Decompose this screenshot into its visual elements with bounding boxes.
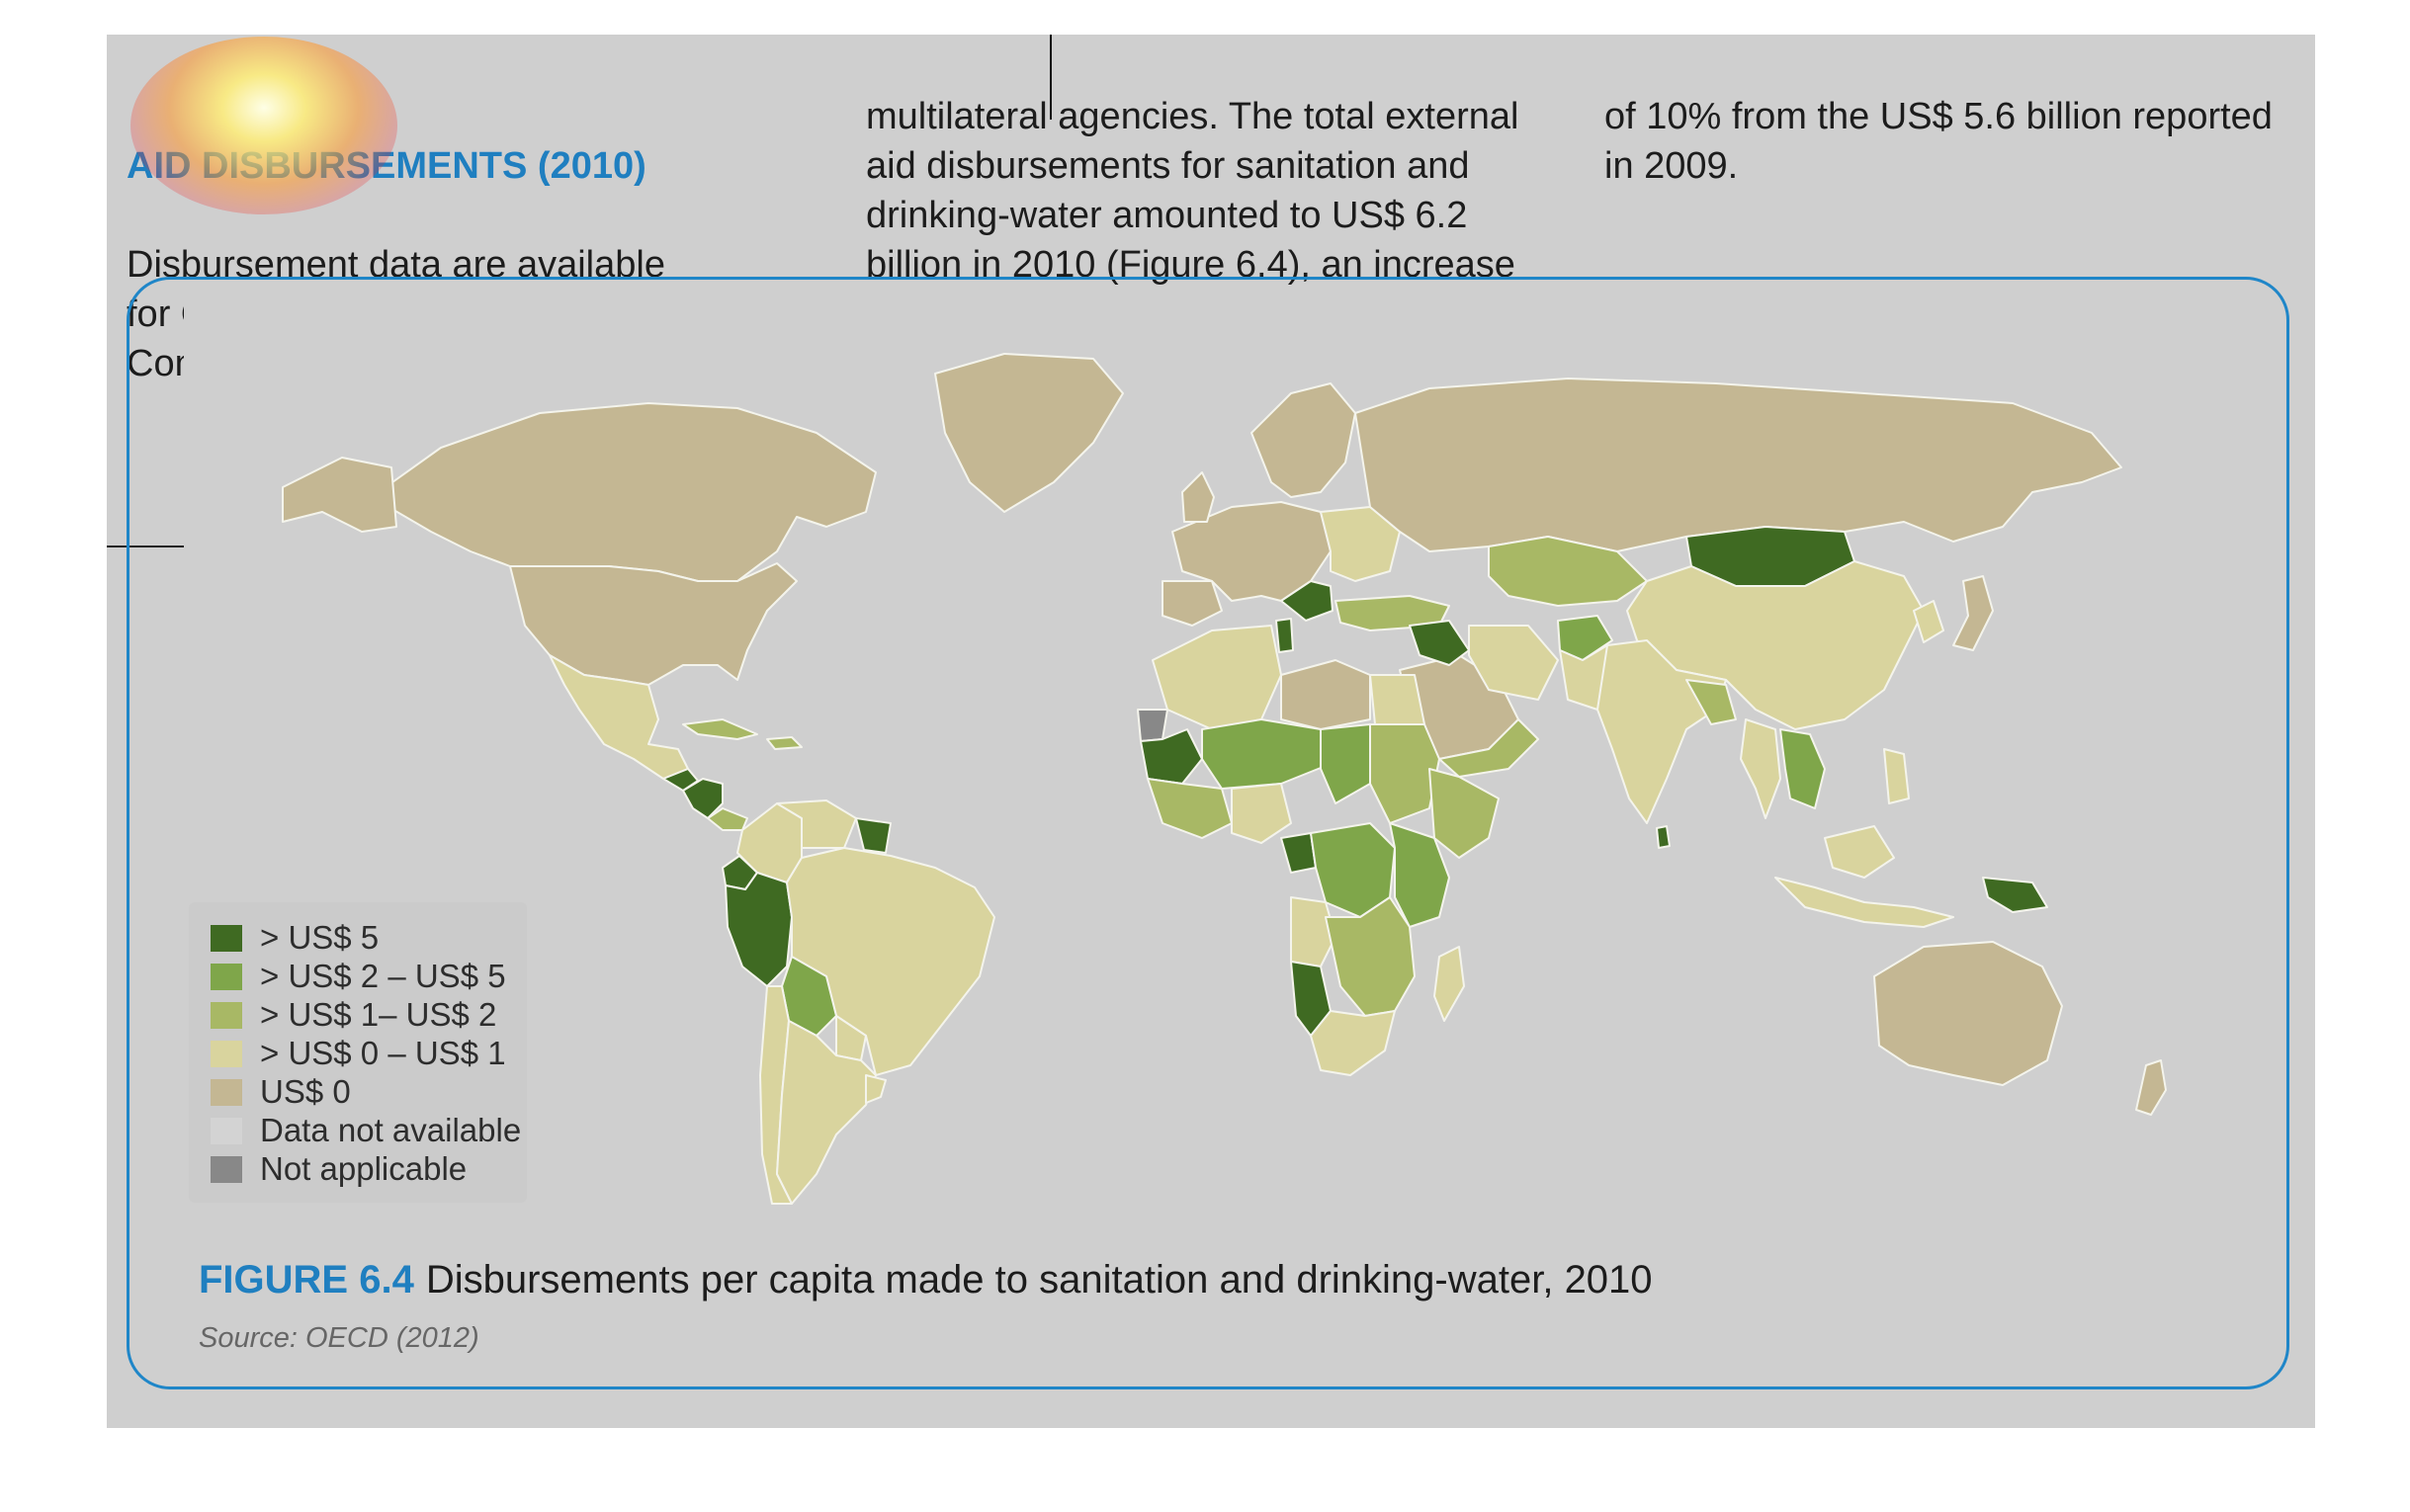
map-legend: > US$ 5 > US$ 2 – US$ 5 > US$ 1– US$ 2 >… bbox=[189, 902, 527, 1203]
country-scandinavia bbox=[1250, 382, 1356, 498]
legend-swatch bbox=[211, 924, 242, 952]
legend-swatch bbox=[211, 963, 242, 990]
country-costa-rica-panama bbox=[707, 807, 748, 831]
country-madagascar bbox=[1433, 946, 1465, 1022]
country-chad bbox=[1320, 723, 1371, 804]
figure-frame: .land { stroke: #f4f4ec; stroke-width: 2… bbox=[127, 277, 2289, 1389]
legend-swatch bbox=[211, 1117, 242, 1144]
country-malaysia-borneo bbox=[1824, 825, 1895, 879]
legend-swatch bbox=[211, 1001, 242, 1029]
legend-label: Data not available bbox=[260, 1112, 522, 1148]
country-japan bbox=[1952, 575, 1994, 651]
country-western-sahara bbox=[1137, 709, 1168, 742]
column-2-body: multilateral agencies. The total externa… bbox=[866, 96, 1519, 286]
country-cuba bbox=[682, 718, 758, 740]
country-indonesia bbox=[1774, 877, 1954, 928]
page-panel: AID DISBURSEMENTS (2010) Disbursement da… bbox=[107, 35, 2315, 1428]
country-balkans bbox=[1280, 580, 1334, 622]
legend-item: Data not available bbox=[211, 1112, 522, 1148]
country-zambia-mozambique bbox=[1325, 896, 1416, 1017]
country-guyana-suriname bbox=[855, 817, 892, 854]
legend-label: > US$ 2 – US$ 5 bbox=[260, 958, 506, 994]
legend-item: Not applicable bbox=[211, 1150, 468, 1187]
country-mali-niger bbox=[1201, 718, 1332, 790]
section-heading: AID DISBURSEMENTS (2010) bbox=[127, 145, 646, 187]
country-kazakhstan bbox=[1488, 536, 1648, 607]
margin-rule-left bbox=[107, 546, 212, 547]
country-peru bbox=[725, 872, 793, 987]
figure-source: Source: OECD (2012) bbox=[199, 1322, 479, 1354]
country-south-africa bbox=[1310, 1010, 1396, 1076]
legend-item: > US$ 5 bbox=[211, 919, 380, 956]
legend-item: US$ 0 bbox=[211, 1073, 351, 1110]
country-myanmar-thailand bbox=[1740, 718, 1781, 819]
country-korea bbox=[1913, 600, 1944, 643]
country-honduras-nicaragua bbox=[682, 778, 724, 819]
country-haiti-dominican bbox=[766, 736, 803, 750]
legend-label: > US$ 1– US$ 2 bbox=[260, 996, 497, 1033]
world-map: .land { stroke: #f4f4ec; stroke-width: 2… bbox=[184, 285, 2240, 1209]
country-uruguay bbox=[865, 1074, 887, 1104]
legend-swatch bbox=[211, 1155, 242, 1183]
legend-label: > US$ 5 bbox=[260, 919, 380, 956]
country-iran bbox=[1468, 625, 1559, 701]
country-algeria-morocco bbox=[1152, 625, 1282, 730]
country-sri-lanka bbox=[1656, 825, 1671, 849]
country-uk-ireland bbox=[1181, 471, 1215, 523]
legend-item: > US$ 2 – US$ 5 bbox=[211, 958, 506, 994]
text-column-3: of 10% from the US$ 5.6 billion reported… bbox=[1604, 42, 2316, 191]
country-australia bbox=[1873, 941, 2063, 1086]
text-column-2: multilateral agencies. The total externa… bbox=[866, 42, 1558, 290]
legend-label: > US$ 0 – US$ 1 bbox=[260, 1035, 506, 1071]
legend-label: Not applicable bbox=[260, 1150, 468, 1187]
legend-item: > US$ 1– US$ 2 bbox=[211, 996, 497, 1033]
figure-title: Disbursements per capita made to sanitat… bbox=[425, 1258, 1653, 1302]
country-tunisia bbox=[1275, 618, 1294, 653]
country-iberia bbox=[1162, 580, 1223, 627]
country-mexico bbox=[549, 654, 689, 780]
text-cursor bbox=[1050, 35, 1052, 120]
country-vietnam-laos bbox=[1779, 728, 1826, 809]
country-sudan bbox=[1369, 723, 1440, 824]
country-egypt bbox=[1369, 674, 1425, 725]
figure-caption: FIGURE 6.4 Disbursements per capita made … bbox=[199, 1258, 1653, 1302]
country-russia bbox=[1354, 378, 2122, 552]
country-greenland bbox=[934, 353, 1124, 513]
column-3-body: of 10% from the US$ 5.6 billion reported… bbox=[1604, 96, 2273, 187]
country-nigeria bbox=[1231, 783, 1292, 844]
legend-item: > US$ 0 – US$ 1 bbox=[211, 1035, 506, 1071]
country-nepal-bangladesh bbox=[1685, 679, 1737, 725]
country-east-africa bbox=[1389, 822, 1450, 928]
country-brazil bbox=[786, 847, 995, 1076]
country-argentina bbox=[776, 1020, 877, 1205]
country-libya bbox=[1280, 659, 1371, 730]
country-iraq-syria bbox=[1409, 620, 1470, 666]
figure-label: FIGURE 6.4 bbox=[199, 1258, 414, 1302]
country-philippines bbox=[1883, 748, 1910, 804]
legend-swatch bbox=[211, 1078, 242, 1106]
country-papua-new-guinea bbox=[1982, 877, 2048, 913]
legend-label: US$ 0 bbox=[260, 1073, 351, 1110]
legend-swatch bbox=[211, 1040, 242, 1067]
country-angola bbox=[1290, 896, 1336, 967]
country-alaska bbox=[282, 457, 397, 533]
country-new-zealand bbox=[2135, 1059, 2167, 1116]
